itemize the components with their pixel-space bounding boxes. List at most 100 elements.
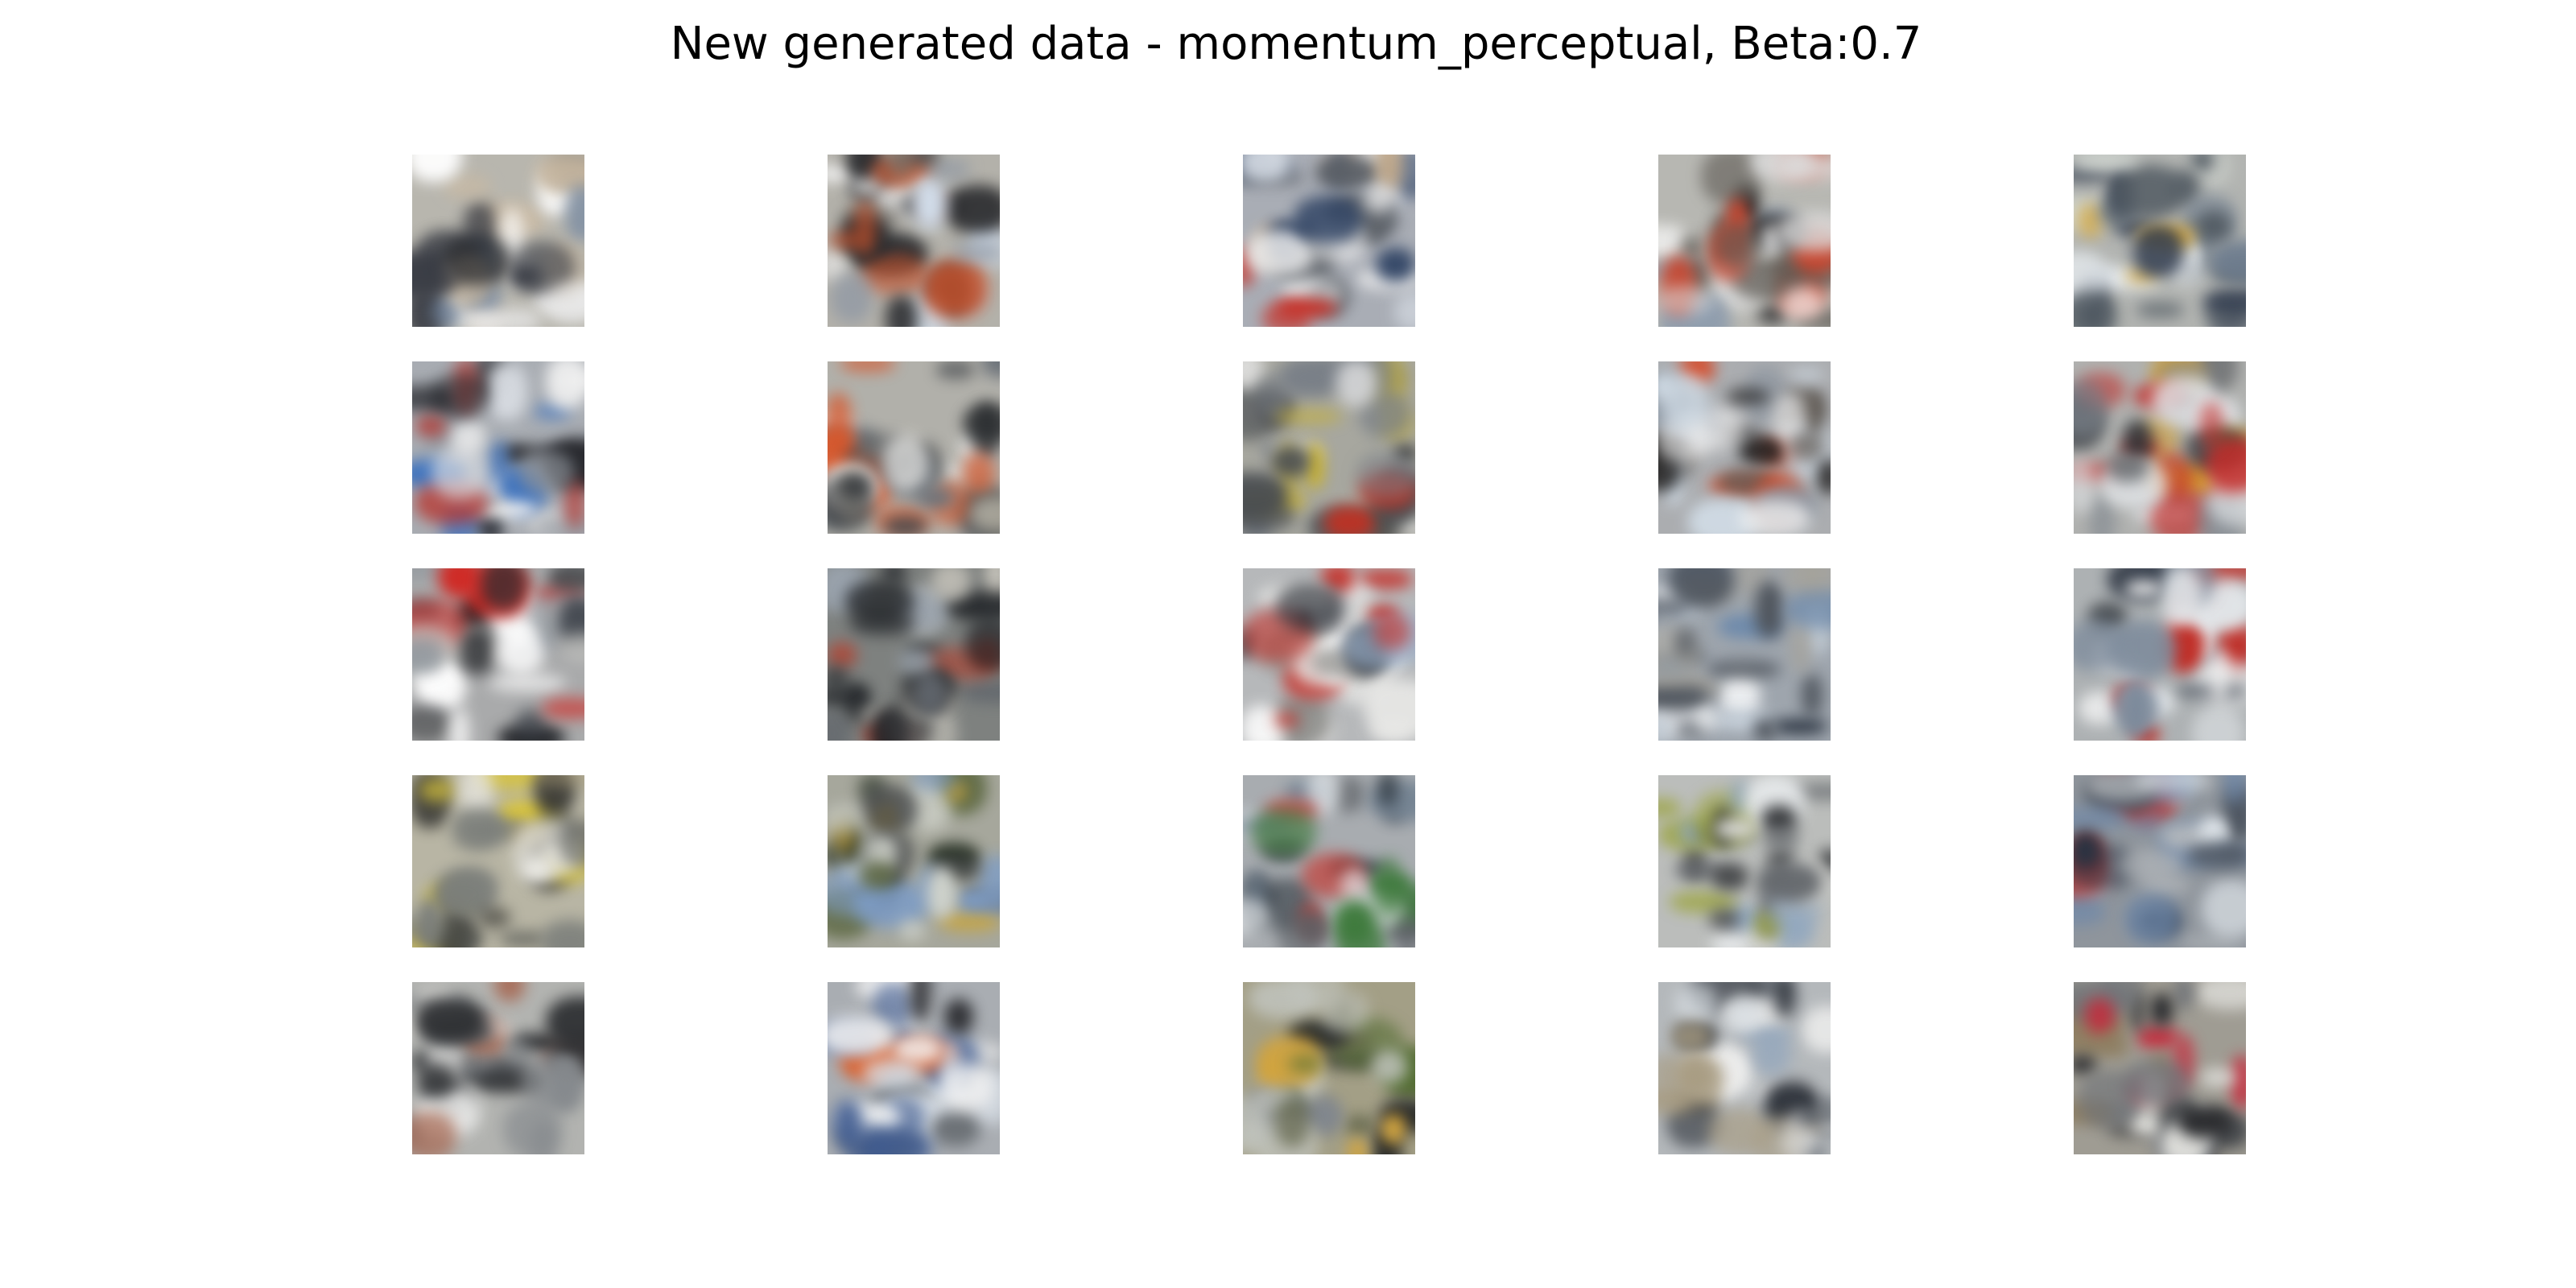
sample-blob [1802, 1006, 1831, 1053]
sample-blob [1288, 1055, 1323, 1073]
sample-blob [1667, 568, 1734, 609]
sample-blob [2101, 1036, 2130, 1057]
generated-sample-tile [828, 361, 1000, 534]
generated-sample-tile [1243, 155, 1415, 327]
figure-title: New generated data - momentum_perceptual… [670, 18, 1922, 70]
sample-blob [1274, 408, 1342, 425]
sample-blob [416, 898, 442, 947]
sample-blob [412, 705, 452, 741]
sample-blob [1381, 1114, 1406, 1145]
sample-blob [1756, 862, 1822, 903]
sample-blob [516, 708, 546, 739]
sample-blob [1754, 580, 1784, 639]
sample-blob [558, 819, 584, 868]
sample-blob [564, 479, 584, 527]
sample-blob [2162, 568, 2202, 626]
sample-blob [1336, 361, 1377, 407]
sample-blob [881, 568, 907, 584]
sample-blob [1347, 1137, 1367, 1154]
generated-sample-tile [828, 155, 1000, 327]
sample-blob [1798, 1108, 1831, 1125]
sample-blob [449, 419, 486, 455]
sample-blob [2125, 580, 2163, 597]
sample-blob [1716, 222, 1761, 268]
sample-blob [2150, 993, 2174, 1027]
sample-blob [489, 675, 565, 691]
sample-blob [936, 361, 975, 380]
sample-blob [1243, 472, 1288, 520]
sample-blob [862, 1059, 920, 1089]
sample-blob [828, 1015, 894, 1055]
sample-blob [1658, 799, 1681, 818]
sample-blob [467, 313, 502, 327]
sample-blob [487, 362, 527, 420]
sample-blob [1275, 298, 1338, 318]
sample-blob [2122, 680, 2150, 738]
sample-blob [412, 1111, 456, 1154]
sample-blob [2074, 900, 2107, 927]
sample-blob [548, 568, 584, 595]
sample-blob [1658, 715, 1670, 741]
sample-blob [546, 997, 584, 1049]
sample-blob [1373, 614, 1411, 650]
sample-blob [830, 272, 873, 324]
sample-blob [886, 295, 919, 327]
sample-blob [1709, 908, 1740, 930]
sample-blob [451, 807, 504, 851]
sample-blob [2107, 452, 2149, 482]
sample-blob [959, 682, 1000, 703]
sample-blob [1724, 997, 1761, 1032]
sample-blob [892, 1035, 943, 1063]
sample-blob [503, 1037, 533, 1070]
sample-blob [1752, 1030, 1791, 1075]
sample-blob [476, 501, 538, 518]
sample-blob [2124, 894, 2179, 944]
sample-blob [2207, 568, 2246, 582]
sample-blob [2085, 998, 2116, 1034]
generated-sample-tile [412, 361, 584, 534]
sample-blob [1803, 390, 1825, 436]
sample-blob [911, 176, 948, 229]
sample-blob [2132, 225, 2185, 278]
sample-blob [2203, 287, 2246, 318]
sample-blob [1356, 452, 1415, 498]
sample-blob [2074, 830, 2103, 869]
sample-blob [1377, 775, 1398, 807]
sample-blob [1658, 684, 1711, 712]
sample-blob [2074, 291, 2118, 327]
sample-blob [2198, 401, 2223, 448]
sample-blob [1670, 1022, 1712, 1052]
sample-blob [2136, 775, 2204, 793]
sample-blob [840, 361, 896, 372]
sample-blob [476, 775, 546, 791]
sample-blob [832, 1100, 864, 1148]
sample-blob [1275, 1096, 1311, 1148]
sample-blob [828, 642, 857, 668]
generated-sample-tile [2074, 982, 2246, 1154]
sample-blob [962, 452, 996, 494]
generated-sample-tile [412, 982, 584, 1154]
sample-blob [909, 982, 932, 1022]
sample-blob [1660, 373, 1708, 431]
generated-sample-tile [2074, 775, 2246, 947]
sample-blob [1753, 719, 1776, 741]
sample-blob [1278, 911, 1325, 947]
sample-blob [542, 697, 584, 719]
sample-blob [494, 982, 526, 1001]
sample-blob [2201, 880, 2246, 937]
sample-blob [1270, 444, 1310, 477]
sample-blob [1276, 582, 1346, 631]
sample-blob [859, 861, 897, 890]
sample-blob [910, 775, 956, 792]
sample-blob [1375, 247, 1415, 283]
generated-sample-tile [412, 568, 584, 741]
sample-blob [449, 708, 470, 741]
sample-blob [980, 361, 1000, 378]
generated-sample-tile [2074, 361, 2246, 534]
sample-blob [2118, 849, 2182, 882]
sample-blob [547, 1053, 584, 1113]
sample-blob [1293, 195, 1362, 244]
sample-blob [927, 866, 956, 919]
sample-blob [2209, 319, 2246, 327]
